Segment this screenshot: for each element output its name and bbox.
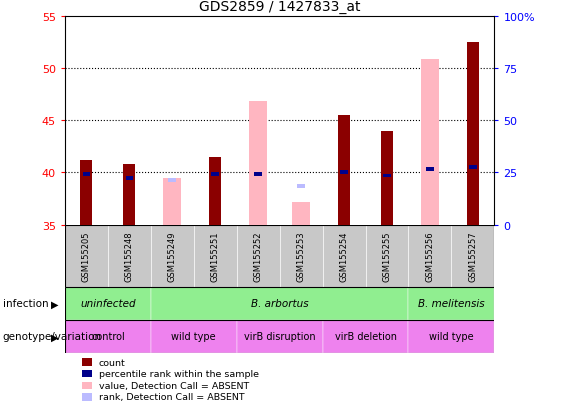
Bar <box>80 160 93 225</box>
Text: B. arbortus: B. arbortus <box>251 299 308 309</box>
Bar <box>469 166 477 170</box>
Bar <box>426 168 434 172</box>
Text: genotype/variation: genotype/variation <box>3 332 102 342</box>
Bar <box>65 287 151 320</box>
Bar <box>280 225 323 287</box>
Bar <box>211 173 219 177</box>
Bar <box>123 165 136 225</box>
Bar <box>381 131 393 225</box>
Text: virB disruption: virB disruption <box>244 332 315 342</box>
Text: GSM155253: GSM155253 <box>297 231 306 281</box>
Bar <box>383 174 391 178</box>
Bar <box>323 320 408 353</box>
Bar <box>82 173 90 177</box>
Text: uninfected: uninfected <box>80 299 136 309</box>
Bar <box>108 225 151 287</box>
Text: wild type: wild type <box>429 332 473 342</box>
Text: GSM155251: GSM155251 <box>211 231 220 281</box>
Text: rank, Detection Call = ABSENT: rank, Detection Call = ABSENT <box>99 392 245 401</box>
Text: value, Detection Call = ABSENT: value, Detection Call = ABSENT <box>99 381 249 390</box>
Bar <box>408 287 494 320</box>
Text: count: count <box>99 358 125 367</box>
Text: ▶: ▶ <box>51 332 59 342</box>
Bar <box>408 225 451 287</box>
Text: GSM155248: GSM155248 <box>125 231 134 281</box>
Bar <box>65 320 151 353</box>
Bar <box>151 287 408 320</box>
Bar <box>125 176 133 180</box>
Bar <box>297 185 305 188</box>
Bar <box>366 225 408 287</box>
Bar <box>168 178 176 182</box>
Bar <box>338 116 350 225</box>
Bar <box>237 225 280 287</box>
Bar <box>237 320 323 353</box>
Bar <box>151 320 237 353</box>
Bar <box>209 157 221 225</box>
Text: infection: infection <box>3 299 49 309</box>
Text: GSM155252: GSM155252 <box>254 231 263 281</box>
Text: GSM155255: GSM155255 <box>383 231 392 281</box>
Text: GSM155249: GSM155249 <box>168 231 177 281</box>
Text: control: control <box>91 332 125 342</box>
Bar <box>451 225 494 287</box>
Text: GSM155254: GSM155254 <box>340 231 349 281</box>
Bar <box>340 171 348 175</box>
Text: percentile rank within the sample: percentile rank within the sample <box>99 369 259 378</box>
Bar <box>254 173 262 177</box>
Text: virB deletion: virB deletion <box>334 332 397 342</box>
Bar <box>467 43 479 225</box>
Bar <box>323 225 366 287</box>
Bar <box>194 225 237 287</box>
Bar <box>249 102 267 225</box>
Bar <box>151 225 194 287</box>
Text: GSM155257: GSM155257 <box>468 231 477 281</box>
Text: GSM155256: GSM155256 <box>425 231 434 281</box>
Text: GSM155205: GSM155205 <box>82 231 91 281</box>
Bar <box>65 225 108 287</box>
Title: GDS2859 / 1427833_at: GDS2859 / 1427833_at <box>199 0 360 14</box>
Text: B. melitensis: B. melitensis <box>418 299 485 309</box>
Bar <box>163 178 181 225</box>
Bar <box>408 320 494 353</box>
Bar <box>421 60 439 225</box>
Text: wild type: wild type <box>172 332 216 342</box>
Bar <box>292 202 310 225</box>
Text: ▶: ▶ <box>51 299 59 309</box>
